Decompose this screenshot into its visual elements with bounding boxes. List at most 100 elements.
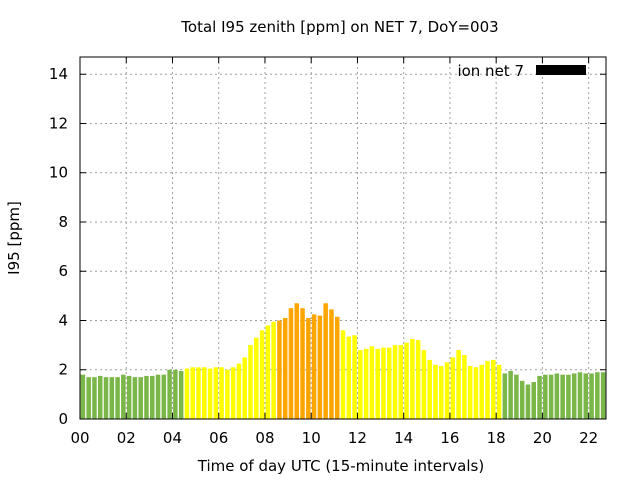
- bar: [386, 347, 392, 419]
- bar: [450, 357, 456, 419]
- bar: [404, 342, 409, 419]
- bar: [583, 373, 589, 419]
- bar: [531, 382, 536, 419]
- bar: [381, 347, 386, 419]
- x-tick-label: 14: [394, 429, 413, 447]
- x-axis-label: Time of day UTC (15-minute intervals): [197, 457, 484, 475]
- bar: [473, 367, 479, 419]
- bar: [589, 373, 594, 419]
- bar: [462, 354, 467, 419]
- bar: [340, 330, 346, 419]
- bar: [109, 377, 115, 419]
- bar: [358, 350, 363, 419]
- bar: [329, 309, 334, 419]
- bar: [485, 361, 490, 419]
- x-tick-label: 10: [302, 429, 321, 447]
- bar: [155, 374, 161, 419]
- y-tick-label: 8: [58, 213, 68, 231]
- x-tick-label: 18: [487, 429, 506, 447]
- bar: [271, 321, 276, 419]
- bar: [294, 303, 300, 419]
- bar: [86, 377, 91, 419]
- bar: [410, 338, 415, 419]
- x-tick-label: 22: [579, 429, 598, 447]
- bar: [525, 384, 531, 419]
- bar: [427, 359, 432, 419]
- bar: [265, 325, 271, 419]
- x-tick-label: 06: [209, 429, 228, 447]
- bar: [479, 364, 484, 419]
- bar: [178, 370, 184, 419]
- bar: [103, 377, 109, 419]
- bar: [230, 367, 236, 419]
- bar: [352, 335, 357, 419]
- legend-label: ion net 7: [457, 62, 524, 80]
- bar: [184, 368, 190, 419]
- bar: [288, 308, 294, 419]
- plot-frame: [79, 56, 607, 420]
- bar: [491, 359, 496, 419]
- bar: [537, 375, 542, 419]
- bar: [566, 374, 571, 419]
- bar: [392, 345, 398, 419]
- bar: [225, 369, 230, 419]
- bar: [311, 314, 317, 419]
- bar: [219, 367, 224, 419]
- x-tick-label: 08: [255, 429, 274, 447]
- x-tick-label: 02: [117, 429, 136, 447]
- x-tick-label: 20: [533, 429, 552, 447]
- bar: [508, 370, 513, 419]
- bar: [254, 337, 259, 419]
- bar: [323, 303, 328, 419]
- y-tick-label: 10: [49, 164, 68, 182]
- bar: [236, 363, 242, 419]
- bar: [502, 373, 508, 419]
- bar: [80, 374, 86, 419]
- y-tick-label: 2: [58, 361, 68, 379]
- bar: [346, 336, 352, 419]
- bar: [467, 366, 473, 419]
- bar: [300, 308, 305, 419]
- bar: [115, 377, 120, 419]
- bar: [595, 372, 600, 419]
- bar: [126, 375, 132, 419]
- bar: [363, 348, 369, 419]
- y-tick-label: 0: [58, 410, 68, 428]
- bar: [375, 348, 380, 419]
- bar: [548, 374, 554, 419]
- bar: [600, 372, 606, 419]
- x-tick-label: 00: [70, 429, 89, 447]
- bar: [213, 367, 219, 419]
- bar: [554, 373, 560, 419]
- bar: [433, 364, 438, 419]
- bar: [519, 380, 525, 419]
- bar: [398, 345, 404, 419]
- bar: [242, 357, 247, 419]
- bar: [132, 377, 138, 419]
- legend: ion net 7: [457, 62, 586, 80]
- bar: [496, 364, 502, 419]
- bar: [306, 318, 311, 419]
- bar: [514, 374, 519, 419]
- bar: [196, 367, 201, 419]
- bar: [248, 345, 253, 419]
- x-tick-label: 16: [440, 429, 459, 447]
- bar: [421, 350, 427, 419]
- bar: [97, 375, 103, 419]
- bar: [415, 340, 421, 419]
- y-tick-label: 4: [58, 311, 68, 329]
- bar: [571, 373, 577, 419]
- bar: [92, 377, 97, 419]
- bar: [144, 375, 149, 419]
- bar: [207, 368, 213, 419]
- bar: [560, 374, 565, 419]
- bar: [543, 374, 548, 419]
- bars-group: [80, 303, 606, 419]
- chart-title: Total I95 zenith [ppm] on NET 7, DoY=003: [180, 18, 498, 36]
- bar: [277, 320, 282, 419]
- bar: [439, 366, 444, 419]
- y-tick-label: 14: [49, 65, 68, 83]
- bar: [317, 315, 323, 419]
